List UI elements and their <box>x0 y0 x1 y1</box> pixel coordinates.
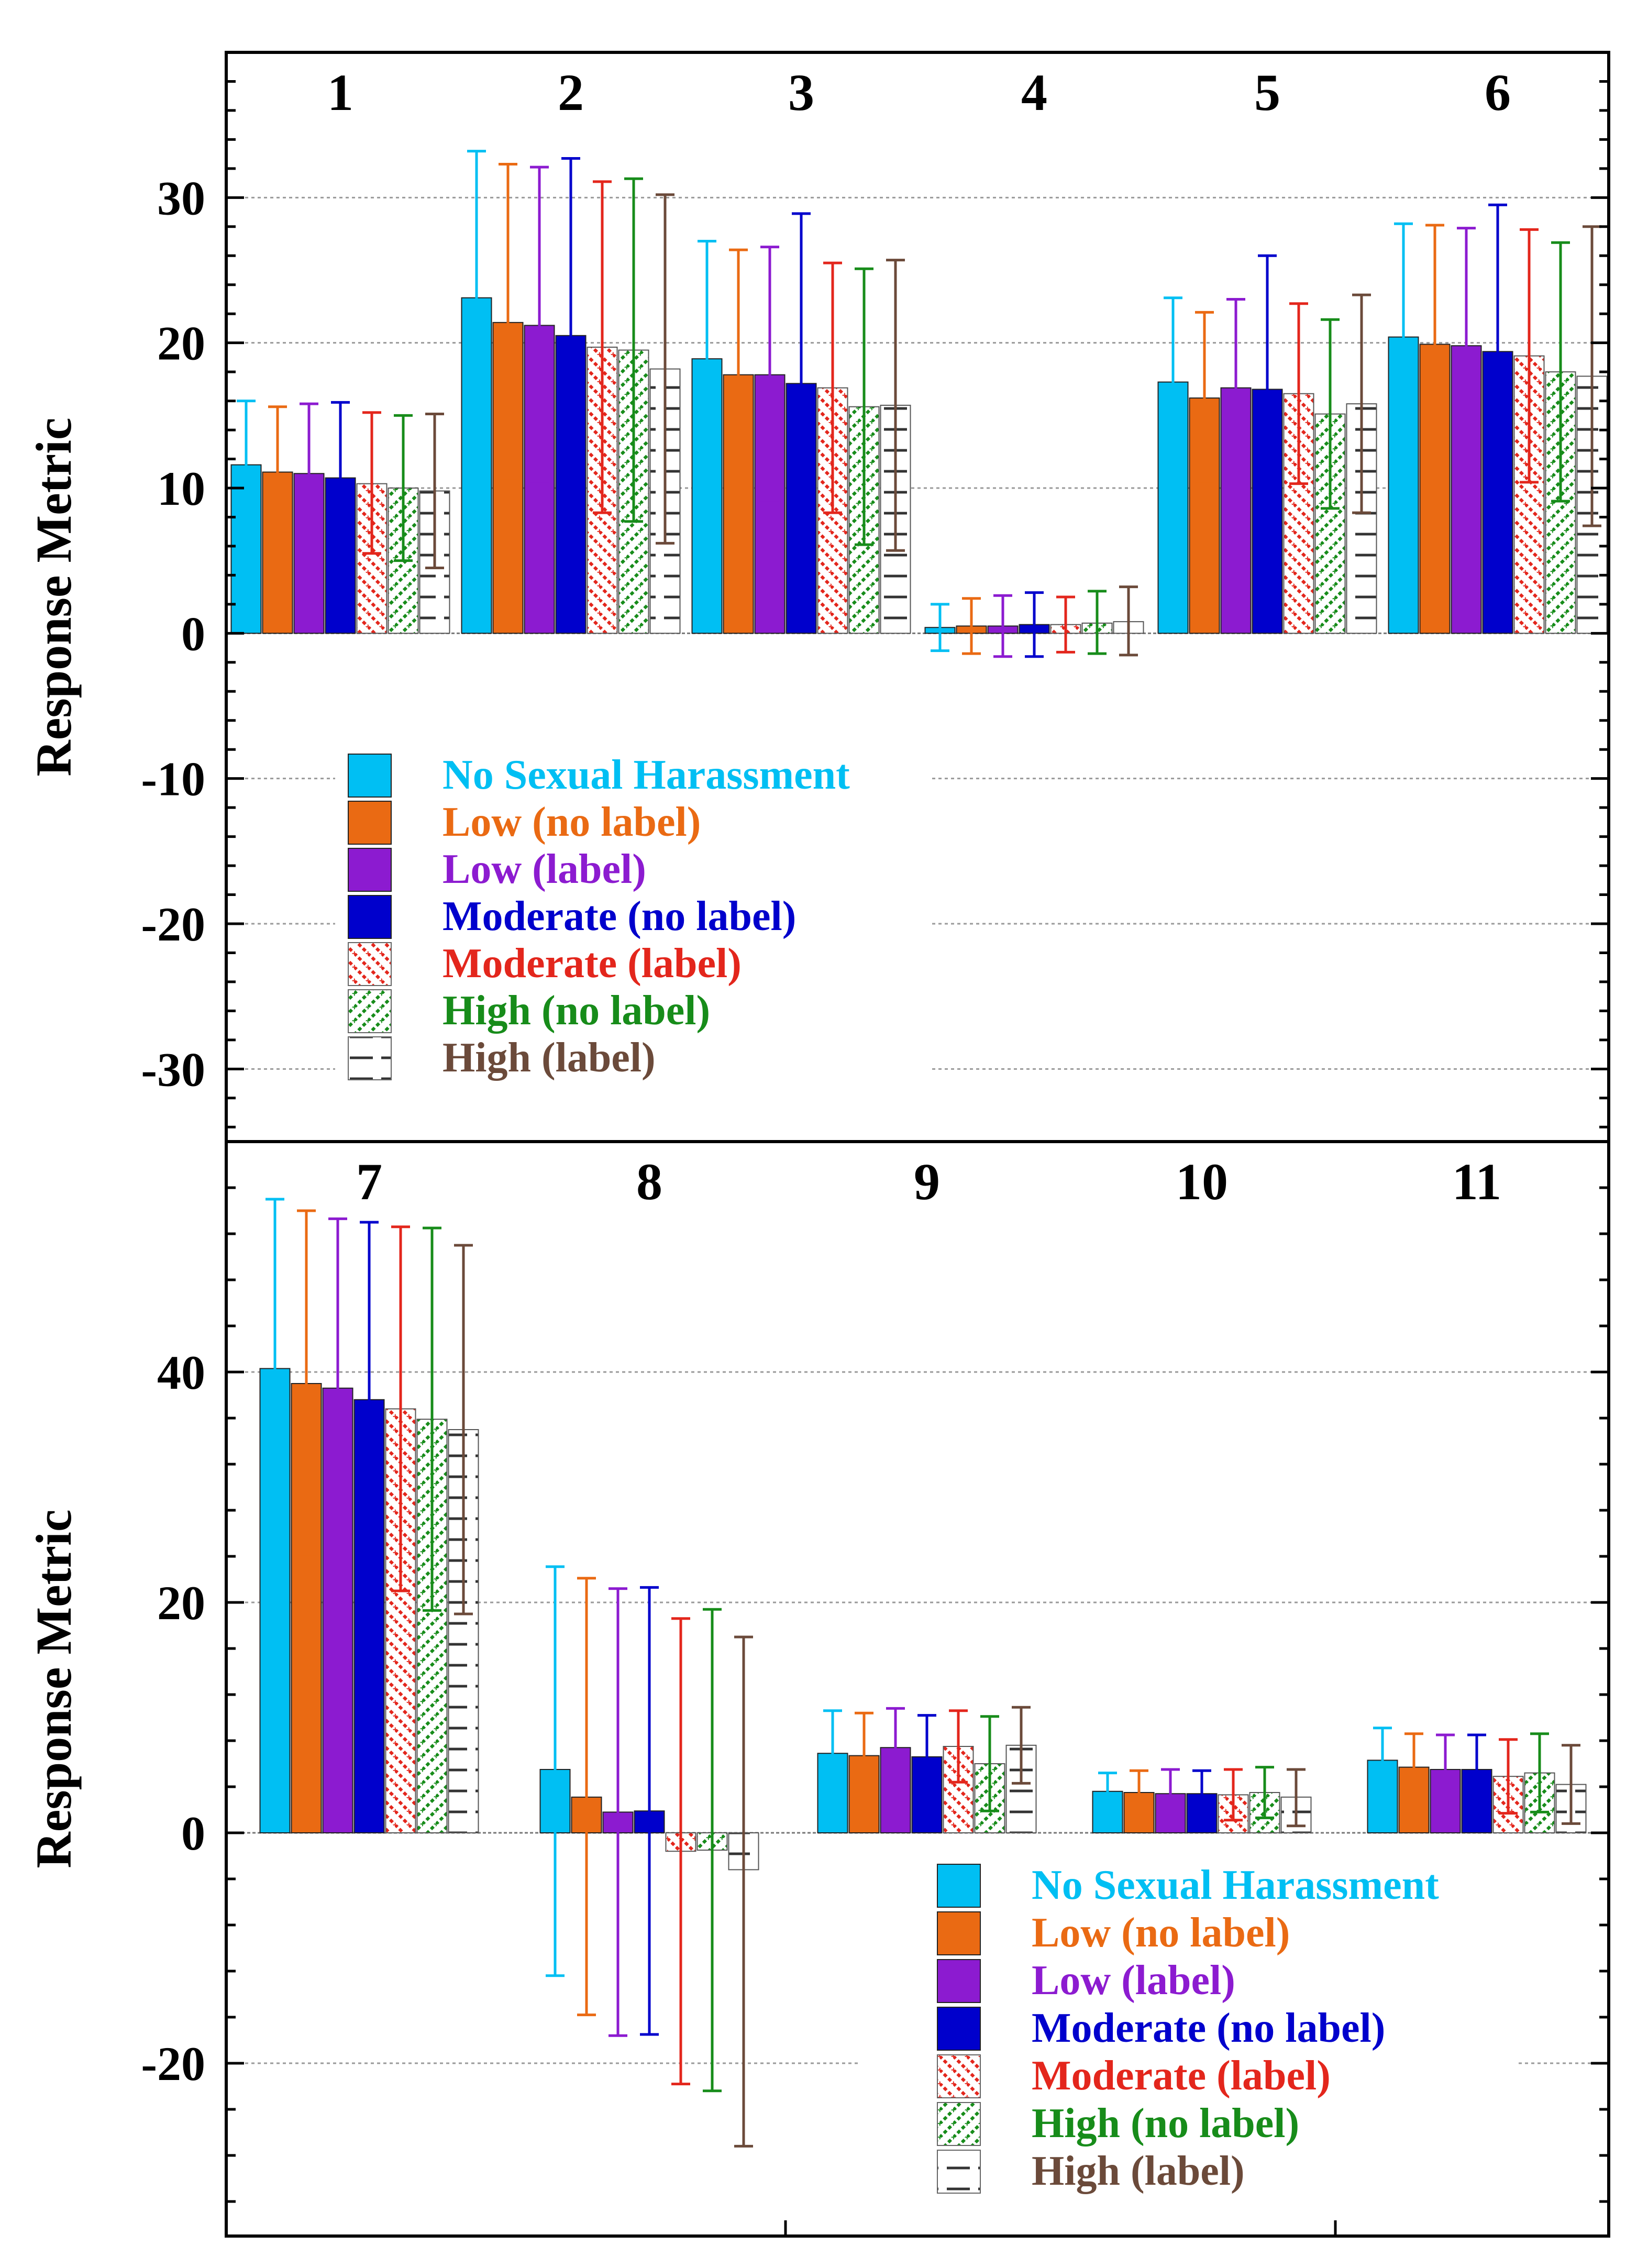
group-label-11: 11 <box>1452 1153 1501 1211</box>
y-axis-title: Response Metric <box>26 1509 82 1868</box>
y-axis-title: Response Metric <box>26 417 82 776</box>
group-label-9: 9 <box>914 1153 940 1211</box>
y-tick-label: -30 <box>141 1043 205 1096</box>
legend-swatch-3 <box>937 1959 981 2003</box>
legend-label-6: High (no label) <box>1032 2100 1299 2147</box>
y-tick-label: 40 <box>157 1346 205 1399</box>
legend-label-2: Low (no label) <box>443 799 701 845</box>
bar-1-3 <box>293 473 325 634</box>
legend-label-2: Low (no label) <box>1032 1910 1290 1956</box>
chart-panel-1: 1 2 3 4 5 6 -30 -20 -10 0 10 20 30 Response Metric No … <box>26 51 1610 1143</box>
legend-label-6: High (no label) <box>443 988 710 1034</box>
group-label-2: 2 <box>558 63 584 121</box>
legend-swatch-7 <box>937 2150 981 2194</box>
y-tick-label: 20 <box>157 317 205 370</box>
legend-label-3: Low (label) <box>1032 1957 1235 2004</box>
legend-swatch-2 <box>348 801 392 845</box>
legend-swatch-7 <box>348 1036 392 1080</box>
group-label-1: 1 <box>327 63 353 121</box>
legend-swatch-1 <box>348 754 392 798</box>
group-label-5: 5 <box>1254 63 1280 121</box>
y-tick-label: -20 <box>141 898 205 951</box>
legend-label-1: No Sexual Harassment <box>1032 1862 1439 1908</box>
legend-label-5: Moderate (label) <box>443 941 742 987</box>
legend-swatch-1 <box>937 1864 981 1908</box>
group-label-8: 8 <box>636 1153 662 1211</box>
y-tick-label: 20 <box>157 1576 205 1630</box>
y-tick-label: 0 <box>181 1807 205 1860</box>
bar-3-1 <box>691 358 723 634</box>
legend-swatch-2 <box>937 1911 981 1955</box>
legend-swatch-5 <box>348 942 392 986</box>
legend-label-1: No Sexual Harassment <box>443 752 850 798</box>
group-label-6: 6 <box>1485 63 1511 121</box>
group-label-7: 7 <box>356 1153 382 1211</box>
y-tick-label: 0 <box>181 607 205 660</box>
legend-swatch-4 <box>348 895 392 939</box>
group-label-3: 3 <box>788 63 814 121</box>
legend-swatch-5 <box>937 2054 981 2098</box>
legend-label-4: Moderate (no label) <box>1032 2005 1385 2051</box>
legend-swatch-6 <box>937 2102 981 2146</box>
legend-swatch-3 <box>348 848 392 892</box>
chart-panel-2: 7 8 9 10 11 -20 0 20 40 Response Metric No Sexual … <box>26 1140 1610 2238</box>
group-label-4: 4 <box>1021 63 1047 121</box>
y-tick-label: 30 <box>157 171 205 225</box>
legend-label-7: High (label) <box>1032 2148 1245 2194</box>
y-tick-label: -20 <box>141 2037 205 2090</box>
legend-label-7: High (label) <box>443 1035 656 1081</box>
bar-6-2 <box>1419 344 1451 634</box>
plot-frame <box>225 1140 1610 2238</box>
legend-label-5: Moderate (label) <box>1032 2053 1331 2099</box>
y-tick-label: -10 <box>141 753 205 806</box>
legend-swatch-4 <box>937 2007 981 2051</box>
legend-swatch-6 <box>348 989 392 1033</box>
group-label-10: 10 <box>1176 1153 1228 1211</box>
legend-label-4: Moderate (no label) <box>443 893 796 939</box>
legend-label-3: Low (label) <box>443 846 646 892</box>
y-tick-label: 10 <box>157 462 205 515</box>
